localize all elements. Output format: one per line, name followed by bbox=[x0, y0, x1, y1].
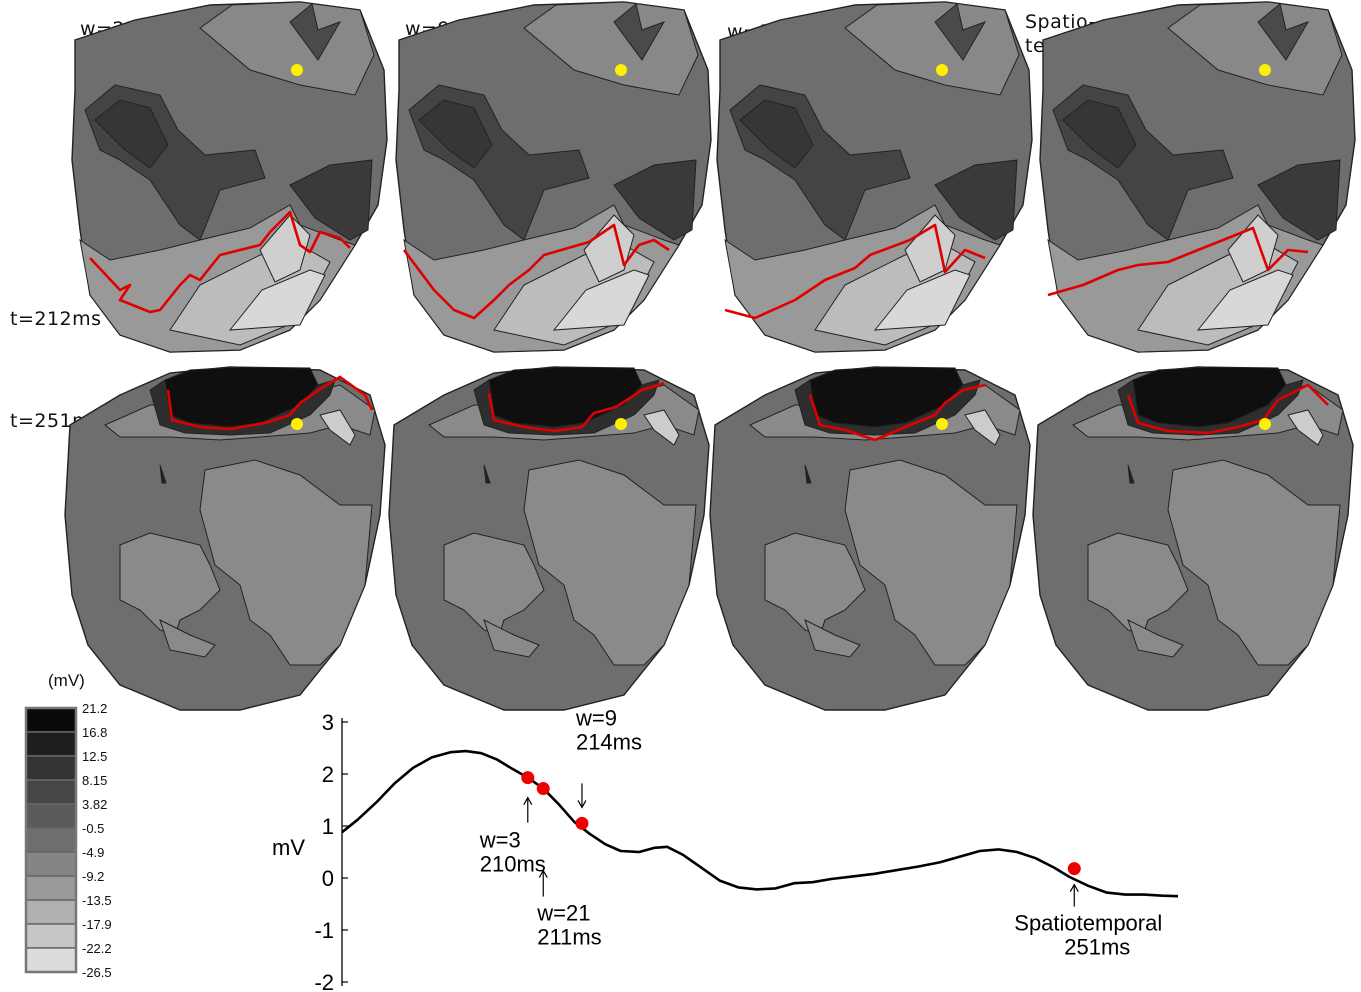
legend-level-label: -22.2 bbox=[82, 941, 112, 956]
legend-level-label: -17.9 bbox=[82, 917, 112, 932]
legend-unit: (mV) bbox=[48, 671, 85, 690]
trace-y-tick-label: 1 bbox=[322, 814, 334, 839]
pacing-site-marker bbox=[1259, 418, 1271, 430]
row-label-t212: t=212ms bbox=[10, 308, 102, 330]
pacing-site-marker bbox=[615, 64, 627, 76]
legend-swatch bbox=[25, 731, 77, 757]
marker-label: Spatiotemporal bbox=[1014, 911, 1162, 936]
trace-y-tick-label: 0 bbox=[322, 866, 334, 891]
legend-level-label: 8.15 bbox=[82, 773, 107, 788]
heart-map-spatiotemporal-t212 bbox=[1039, 1, 1356, 353]
legend-level-label: 12.5 bbox=[82, 749, 107, 764]
legend-swatch bbox=[25, 923, 77, 949]
marker-time: 210ms bbox=[480, 852, 546, 877]
legend-level-label: -26.5 bbox=[82, 965, 112, 980]
pacing-site-marker bbox=[615, 418, 627, 430]
legend-level-label: -13.5 bbox=[82, 893, 112, 908]
marker-time: 214ms bbox=[576, 729, 642, 754]
legend-swatch bbox=[25, 755, 77, 781]
trace-y-tick-label: 3 bbox=[322, 710, 334, 735]
pacing-site-marker bbox=[291, 418, 303, 430]
heart-map-w21-t212 bbox=[71, 1, 388, 353]
electrogram-line bbox=[341, 749, 1179, 898]
trace-marker-point bbox=[575, 816, 589, 830]
trace-marker-point bbox=[1067, 862, 1081, 876]
pacing-site-marker bbox=[936, 64, 948, 76]
marker-label: w=21 bbox=[536, 901, 590, 926]
legend-level-label: 16.8 bbox=[82, 725, 107, 740]
pacing-site-marker bbox=[1259, 64, 1271, 76]
trace-y-axis-label: mV bbox=[272, 835, 305, 860]
trace-y-tick-label: -1 bbox=[314, 918, 334, 943]
legend-level-label: -4.9 bbox=[82, 845, 104, 860]
legend-swatch bbox=[25, 947, 77, 973]
pacing-site-marker bbox=[291, 64, 303, 76]
heart-map-spatiotemporal-t251 bbox=[1032, 366, 1354, 711]
trace-marker-point bbox=[521, 771, 535, 785]
legend-swatch bbox=[25, 707, 77, 733]
marker-time: 211ms bbox=[537, 925, 601, 950]
legend-swatch bbox=[25, 851, 77, 877]
legend-level-label: 3.82 bbox=[82, 797, 107, 812]
marker-time: 251ms bbox=[1064, 935, 1130, 960]
trace-y-tick-label: 2 bbox=[322, 762, 334, 787]
heart-map-w9-t251 bbox=[388, 366, 710, 711]
heart-map-w3-t212 bbox=[716, 1, 1033, 353]
heart-map-w21-t251 bbox=[64, 366, 386, 711]
color-scale-legend: (mV) 21.2 16.8 12.5 8.15 3.82 -0.5 -4.9 -9.2 -13.… bbox=[24, 671, 112, 980]
legend-level-label: -0.5 bbox=[82, 821, 104, 836]
legend-swatch bbox=[25, 899, 77, 925]
legend-swatch bbox=[25, 875, 77, 901]
heart-map-w9-t212 bbox=[395, 1, 712, 353]
legend-swatch bbox=[25, 803, 77, 829]
marker-label: w=9 bbox=[575, 705, 617, 730]
legend-level-label: -9.2 bbox=[82, 869, 104, 884]
legend-level-label: 21.2 bbox=[82, 701, 107, 716]
pacing-site-marker bbox=[936, 418, 948, 430]
trace-marker-point bbox=[536, 782, 550, 796]
legend-swatch bbox=[25, 779, 77, 805]
heart-map-w3-t251 bbox=[709, 366, 1031, 711]
legend-swatch bbox=[25, 827, 77, 853]
marker-label: w=3 bbox=[479, 828, 521, 853]
trace-y-tick-label: -2 bbox=[314, 970, 334, 992]
